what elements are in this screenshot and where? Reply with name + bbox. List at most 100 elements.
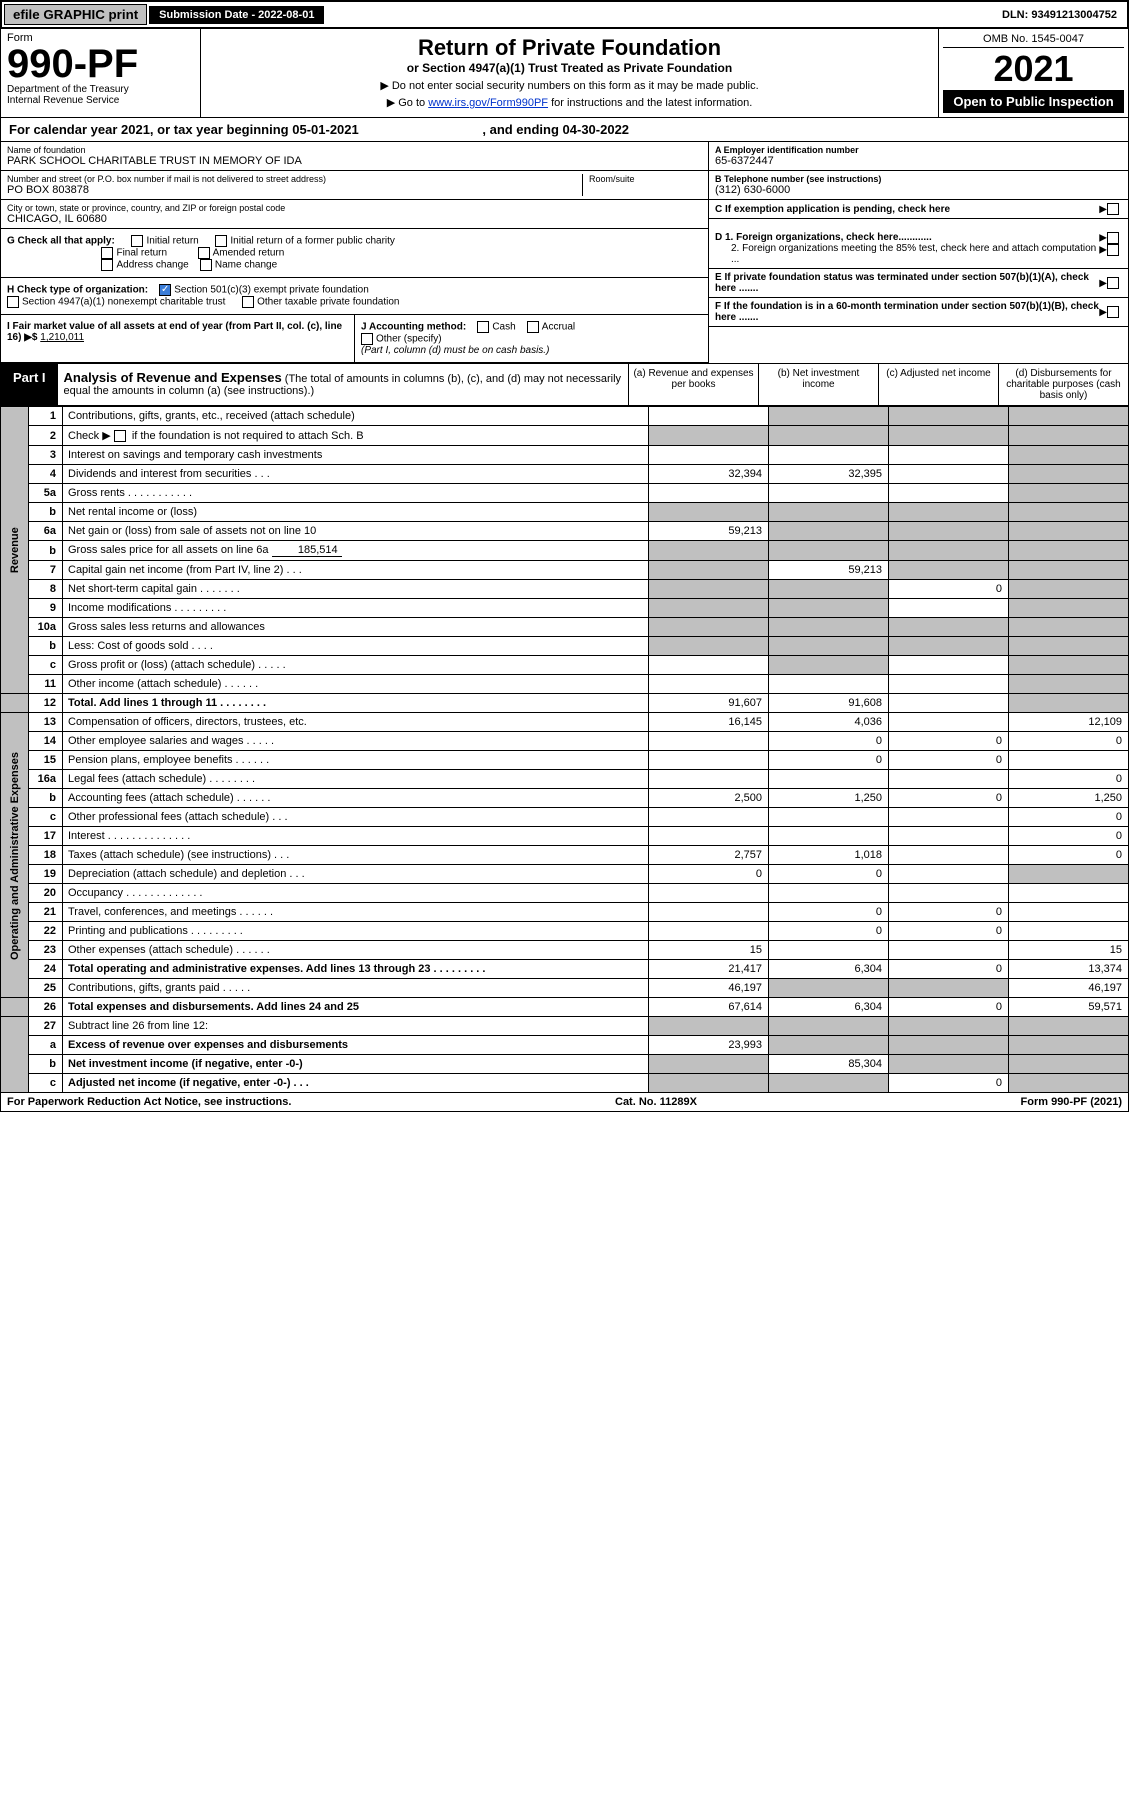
amt-b: 4,036 (769, 713, 889, 732)
table-row: 9 Income modifications . . . . . . . . . (1, 599, 1129, 618)
part1-desc: Analysis of Revenue and Expenses (The to… (58, 364, 628, 405)
j-accrual-checkbox[interactable] (527, 321, 539, 333)
arrow-icon: ▶ (1099, 233, 1107, 244)
g-addr-checkbox[interactable] (101, 259, 113, 271)
j-cash: Cash (492, 322, 515, 333)
city-label: City or town, state or province, country… (7, 203, 702, 213)
g-name-checkbox[interactable] (200, 259, 212, 271)
checks-right: D 1. Foreign organizations, check here..… (708, 229, 1128, 363)
amt-b: 0 (769, 732, 889, 751)
h-other-checkbox[interactable] (242, 296, 254, 308)
g-amended: Amended return (213, 248, 285, 259)
table-row: a Excess of revenue over expenses and di… (1, 1036, 1129, 1055)
table-row: 17 Interest . . . . . . . . . . . . . . … (1, 827, 1129, 846)
amt-b: 0 (769, 751, 889, 770)
j-accrual: Accrual (542, 322, 575, 333)
line-desc: Compensation of officers, directors, tru… (63, 713, 649, 732)
table-row: 18 Taxes (attach schedule) (see instruct… (1, 846, 1129, 865)
line-num: 8 (29, 580, 63, 599)
g-final-checkbox[interactable] (101, 247, 113, 259)
h-4947-checkbox[interactable] (7, 296, 19, 308)
irs-link[interactable]: www.irs.gov/Form990PF (428, 97, 548, 109)
h-501c3-checkbox[interactable] (159, 284, 171, 296)
ein-value: 65-6372447 (715, 155, 1122, 167)
col-c-header: (c) Adjusted net income (878, 364, 998, 405)
line-num: 2 (29, 426, 63, 446)
line-desc: Less: Cost of goods sold . . . . (63, 637, 649, 656)
line-num: 13 (29, 713, 63, 732)
checks-grid: G Check all that apply: Initial return I… (0, 229, 1129, 364)
e-checkbox[interactable] (1107, 277, 1119, 289)
arrow-icon: ▶ (1099, 278, 1107, 289)
instr2-post: for instructions and the latest informat… (548, 97, 752, 109)
revenue-section-label: Revenue (1, 407, 29, 694)
table-row: 20 Occupancy . . . . . . . . . . . . . (1, 884, 1129, 903)
col-b-header: (b) Net investment income (758, 364, 878, 405)
line-num: 14 (29, 732, 63, 751)
line-desc: Adjusted net income (if negative, enter … (63, 1074, 649, 1093)
info-right: A Employer identification number 65-6372… (708, 142, 1128, 229)
d2-checkbox[interactable] (1107, 244, 1119, 256)
r2-pre: Check ▶ (68, 430, 114, 442)
line-num: 15 (29, 751, 63, 770)
line-num: 1 (29, 407, 63, 426)
table-row: 12 Total. Add lines 1 through 11 . . . .… (1, 694, 1129, 713)
amt-a: 67,614 (649, 998, 769, 1017)
amt-c: 0 (889, 1074, 1009, 1093)
topbar: efile GRAPHIC print Submission Date - 20… (0, 0, 1129, 29)
table-row: c Other professional fees (attach schedu… (1, 808, 1129, 827)
omb-number: OMB No. 1545-0047 (943, 33, 1124, 48)
c-label: C If exemption application is pending, c… (715, 204, 1099, 215)
amt-b: 0 (769, 903, 889, 922)
h-other: Other taxable private foundation (257, 297, 399, 308)
efile-print-button[interactable]: efile GRAPHIC print (4, 4, 147, 25)
g-initial-checkbox[interactable] (131, 235, 143, 247)
line-desc: Occupancy . . . . . . . . . . . . . (63, 884, 649, 903)
table-row: 25 Contributions, gifts, grants paid . .… (1, 979, 1129, 998)
city-cell: City or town, state or province, country… (1, 200, 708, 229)
line-num: 7 (29, 561, 63, 580)
irs-label: Internal Revenue Service (7, 95, 194, 106)
arrow-icon: ▶ (1099, 245, 1107, 256)
calyear-begin: 05-01-2021 (292, 122, 359, 137)
f-checkbox[interactable] (1107, 306, 1119, 318)
form-header: Form 990-PF Department of the Treasury I… (0, 29, 1129, 118)
calyear-mid: , and ending (482, 122, 562, 137)
g-initial-former: Initial return of a former public charit… (230, 236, 395, 247)
header-middle: Return of Private Foundation or Section … (201, 29, 938, 117)
f-label: F If the foundation is in a 60-month ter… (715, 301, 1099, 323)
line-desc: Net investment income (if negative, ente… (63, 1055, 649, 1074)
d1-checkbox[interactable] (1107, 232, 1119, 244)
line-desc: Other expenses (attach schedule) . . . .… (63, 941, 649, 960)
line-num: 22 (29, 922, 63, 941)
schb-checkbox[interactable] (114, 430, 126, 442)
ein-label: A Employer identification number (715, 145, 1122, 155)
line-desc: Gross sales price for all assets on line… (63, 541, 649, 561)
j-other-checkbox[interactable] (361, 333, 373, 345)
amt-b: 0 (769, 922, 889, 941)
line-desc: Other professional fees (attach schedule… (63, 808, 649, 827)
room-label: Room/suite (589, 174, 702, 184)
line-num: 11 (29, 675, 63, 694)
addr-label: Number and street (or P.O. box number if… (7, 174, 582, 184)
g-initial-former-checkbox[interactable] (215, 235, 227, 247)
foundation-city: CHICAGO, IL 60680 (7, 213, 702, 225)
form-number: Form 990-PF (7, 33, 194, 86)
amt-d: 0 (1009, 732, 1129, 751)
line-desc: Other employee salaries and wages . . . … (63, 732, 649, 751)
g-amended-checkbox[interactable] (198, 247, 210, 259)
c-checkbox[interactable] (1107, 203, 1119, 215)
amt-a: 15 (649, 941, 769, 960)
table-row: 22 Printing and publications . . . . . .… (1, 922, 1129, 941)
table-row: 27 Subtract line 26 from line 12: (1, 1017, 1129, 1036)
line-desc: Pension plans, employee benefits . . . .… (63, 751, 649, 770)
ij-row: I Fair market value of all assets at end… (1, 315, 708, 363)
form-title: Return of Private Foundation (207, 35, 932, 61)
j-cash-checkbox[interactable] (477, 321, 489, 333)
table-row: b Accounting fees (attach schedule) . . … (1, 789, 1129, 808)
g-addr: Address change (116, 260, 188, 271)
line-num: 18 (29, 846, 63, 865)
tax-year: 2021 (943, 48, 1124, 90)
footer-cat-no: Cat. No. 11289X (291, 1096, 1020, 1108)
line-desc: Legal fees (attach schedule) . . . . . .… (63, 770, 649, 789)
